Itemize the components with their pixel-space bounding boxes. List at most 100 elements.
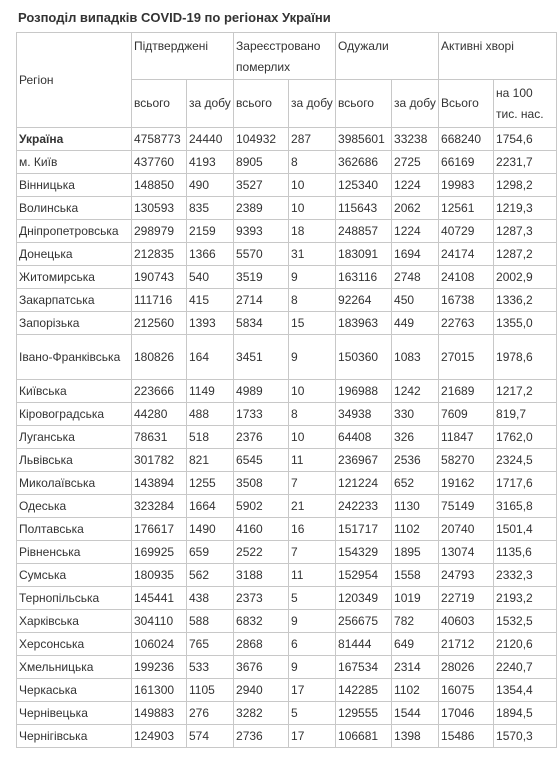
cell-active-per-100k: 1287,3 bbox=[493, 219, 558, 243]
cell-active-per-100k: 1135,6 bbox=[493, 540, 558, 564]
table-row: м. Київ 437760 4193 8905 8 362686 2725 66169 223… bbox=[16, 150, 558, 174]
cell-recovered-per-day: 2536 bbox=[391, 448, 440, 472]
table-row: Тернопільська 145441 438 2373 5 120349 1019 227… bbox=[16, 586, 558, 610]
cell-region-name: Київська bbox=[16, 379, 132, 403]
cell-recovered-total: 152954 bbox=[335, 563, 393, 587]
cell-deaths-per-day: 16 bbox=[288, 517, 337, 541]
cell-recovered-total: 236967 bbox=[335, 448, 393, 472]
cell-region-name: Дніпропетровська bbox=[16, 219, 132, 243]
cell-recovered-per-day: 649 bbox=[391, 632, 440, 656]
header-row-groups: Регіон Підтверджені Зареєстровано померл… bbox=[16, 32, 558, 128]
header-confirmed-per-day: за добу bbox=[185, 79, 235, 128]
cell-recovered-total: 120349 bbox=[335, 586, 393, 610]
cell-confirmed-total: 44280 bbox=[131, 402, 187, 426]
cell-active-per-100k: 2002,9 bbox=[493, 265, 558, 289]
cell-active-total: 17046 bbox=[438, 701, 495, 725]
cell-confirmed-per-day: 438 bbox=[185, 586, 235, 610]
cell-confirmed-per-day: 821 bbox=[185, 448, 235, 472]
cell-deaths-per-day: 7 bbox=[288, 540, 337, 564]
cell-deaths-total: 9393 bbox=[233, 219, 290, 243]
table-row: Чернігівська 124903 574 2736 17 106681 1398 154… bbox=[16, 724, 558, 748]
cell-active-per-100k: 2332,3 bbox=[493, 563, 558, 587]
cell-deaths-total: 3282 bbox=[233, 701, 290, 725]
cell-active-total: 58270 bbox=[438, 448, 495, 472]
cell-recovered-total: 167534 bbox=[335, 655, 393, 679]
cell-confirmed-total: 169925 bbox=[131, 540, 187, 564]
cell-active-total: 12561 bbox=[438, 196, 495, 220]
cell-active-per-100k: 1219,3 bbox=[493, 196, 558, 220]
cell-deaths-per-day: 5 bbox=[288, 586, 337, 610]
cell-region-name: Чернівецька bbox=[16, 701, 132, 725]
cell-confirmed-per-day: 4193 bbox=[185, 150, 235, 174]
cell-deaths-total: 3519 bbox=[233, 265, 290, 289]
cell-recovered-total: 125340 bbox=[335, 173, 393, 197]
cell-deaths-per-day: 10 bbox=[288, 173, 337, 197]
cell-deaths-per-day: 9 bbox=[288, 609, 337, 633]
cell-recovered-per-day: 1019 bbox=[391, 586, 440, 610]
cell-confirmed-per-day: 835 bbox=[185, 196, 235, 220]
cell-active-per-100k: 1717,6 bbox=[493, 471, 558, 495]
cell-active-total: 13074 bbox=[438, 540, 495, 564]
cell-confirmed-per-day: 276 bbox=[185, 701, 235, 725]
cell-confirmed-per-day: 1105 bbox=[185, 678, 235, 702]
table-row: Вінницька 148850 490 3527 10 125340 1224 19983 1… bbox=[16, 173, 558, 197]
table-row: Волинська 130593 835 2389 10 115643 2062 12561 1… bbox=[16, 196, 558, 220]
table-row: Херсонська 106024 765 2868 6 81444 649 21712 212… bbox=[16, 632, 558, 656]
cell-region-name: Чернігівська bbox=[16, 724, 132, 748]
cell-region-name: Вінницька bbox=[16, 173, 132, 197]
cell-deaths-total: 2373 bbox=[233, 586, 290, 610]
cell-recovered-total: 163116 bbox=[335, 265, 393, 289]
cell-recovered-per-day: 1224 bbox=[391, 173, 440, 197]
cell-active-per-100k: 1762,0 bbox=[493, 425, 558, 449]
cell-deaths-total: 3188 bbox=[233, 563, 290, 587]
cell-confirmed-total: 124903 bbox=[131, 724, 187, 748]
table-row: Закарпатська 111716 415 2714 8 92264 450 16738 1… bbox=[16, 288, 558, 312]
cell-deaths-total: 2736 bbox=[233, 724, 290, 748]
cell-region-name: Одеська bbox=[16, 494, 132, 518]
cell-confirmed-total: 190743 bbox=[131, 265, 187, 289]
cell-recovered-total: 150360 bbox=[335, 334, 393, 380]
cell-recovered-total: 115643 bbox=[335, 196, 393, 220]
table-row: Чернівецька 149883 276 3282 5 129555 1544 17046… bbox=[16, 701, 558, 725]
cell-region-name: Житомирська bbox=[16, 265, 132, 289]
cell-confirmed-per-day: 2159 bbox=[185, 219, 235, 243]
cell-confirmed-total: 437760 bbox=[131, 150, 187, 174]
cell-confirmed-total: 199236 bbox=[131, 655, 187, 679]
cell-region-name: Полтавська bbox=[16, 517, 132, 541]
cell-recovered-per-day: 2725 bbox=[391, 150, 440, 174]
cell-deaths-total: 2714 bbox=[233, 288, 290, 312]
header-active: Активні хворі bbox=[438, 32, 558, 80]
cell-recovered-total: 106681 bbox=[335, 724, 393, 748]
table-row: Рівненська 169925 659 2522 7 154329 1895 13074 1… bbox=[16, 540, 558, 564]
table-row: Полтавська 176617 1490 4160 16 151717 1102 2074… bbox=[16, 517, 558, 541]
cell-active-per-100k: 2240,7 bbox=[493, 655, 558, 679]
cell-active-total: 40729 bbox=[438, 219, 495, 243]
table-title: Розподіл випадків COVID-19 по регіонах У… bbox=[18, 10, 331, 25]
cell-deaths-total: 104932 bbox=[233, 127, 290, 151]
cell-region-name: Тернопільська bbox=[16, 586, 132, 610]
cell-deaths-per-day: 5 bbox=[288, 701, 337, 725]
cell-deaths-per-day: 10 bbox=[288, 379, 337, 403]
cell-recovered-per-day: 1242 bbox=[391, 379, 440, 403]
cell-recovered-per-day: 652 bbox=[391, 471, 440, 495]
cell-deaths-per-day: 11 bbox=[288, 563, 337, 587]
cell-confirmed-total: 180935 bbox=[131, 563, 187, 587]
header-confirmed-total: всього bbox=[131, 79, 187, 128]
cell-confirmed-total: 212560 bbox=[131, 311, 187, 335]
cell-recovered-per-day: 1398 bbox=[391, 724, 440, 748]
cell-active-total: 24793 bbox=[438, 563, 495, 587]
cell-recovered-total: 3985601 bbox=[335, 127, 393, 151]
cell-recovered-per-day: 2062 bbox=[391, 196, 440, 220]
header-deaths-total: всього bbox=[233, 79, 290, 128]
cell-region-name: Львівська bbox=[16, 448, 132, 472]
cell-confirmed-per-day: 415 bbox=[185, 288, 235, 312]
cell-deaths-per-day: 18 bbox=[288, 219, 337, 243]
cell-recovered-per-day: 1558 bbox=[391, 563, 440, 587]
cell-confirmed-total: 106024 bbox=[131, 632, 187, 656]
table-row: Черкаська 161300 1105 2940 17 142285 1102 16075… bbox=[16, 678, 558, 702]
cell-confirmed-total: 161300 bbox=[131, 678, 187, 702]
table-row: Одеська 323284 1664 5902 21 242233 1130 75149 31… bbox=[16, 494, 558, 518]
cell-deaths-per-day: 9 bbox=[288, 655, 337, 679]
cell-confirmed-per-day: 1366 bbox=[185, 242, 235, 266]
cell-region-name: Харківська bbox=[16, 609, 132, 633]
